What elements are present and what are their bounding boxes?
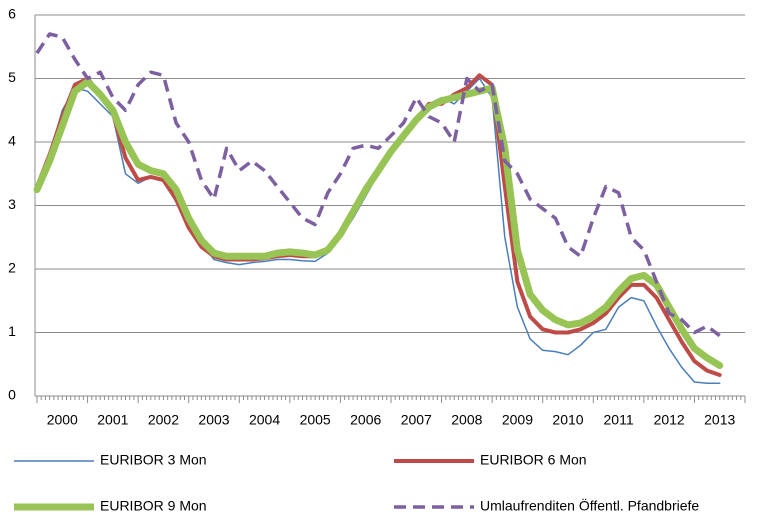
x-tick-label: 2010: [552, 412, 583, 428]
series-line: [35, 32, 721, 338]
x-tick-label: 2006: [350, 412, 381, 428]
y-tick-label: 6: [8, 6, 16, 22]
x-tick-label: 2009: [502, 412, 533, 428]
x-tick-label: 2007: [401, 412, 432, 428]
x-tick-label: 2002: [148, 412, 179, 428]
y-tick-label: 4: [8, 133, 16, 149]
x-tick-label: 2013: [704, 412, 735, 428]
legend-label: EURIBOR 9 Mon: [100, 498, 207, 514]
x-tick-label: 2001: [97, 412, 128, 428]
x-tick-label: 2004: [249, 412, 280, 428]
x-tick-label: 2003: [198, 412, 229, 428]
x-tick-label: 2005: [300, 412, 331, 428]
y-tick-label: 1: [8, 323, 16, 339]
x-tick-label: 2012: [654, 412, 685, 428]
x-tick-label: 2000: [47, 412, 78, 428]
series-line: [36, 77, 721, 385]
x-tick-label: 2011: [604, 412, 634, 428]
y-tick-label: 3: [8, 196, 16, 212]
legend-label: EURIBOR 6 Mon: [480, 452, 587, 468]
legend-label: EURIBOR 3 Mon: [100, 452, 207, 468]
series-line: [35, 73, 722, 377]
series-line: [33, 78, 724, 369]
y-tick-label: 2: [8, 260, 16, 276]
y-tick-label: 5: [8, 69, 16, 85]
legend-label: Umlaufrenditen Öffentl. Pfandbriefe: [480, 497, 699, 514]
y-tick-label: 0: [8, 387, 16, 403]
x-tick-label: 2008: [451, 412, 482, 428]
